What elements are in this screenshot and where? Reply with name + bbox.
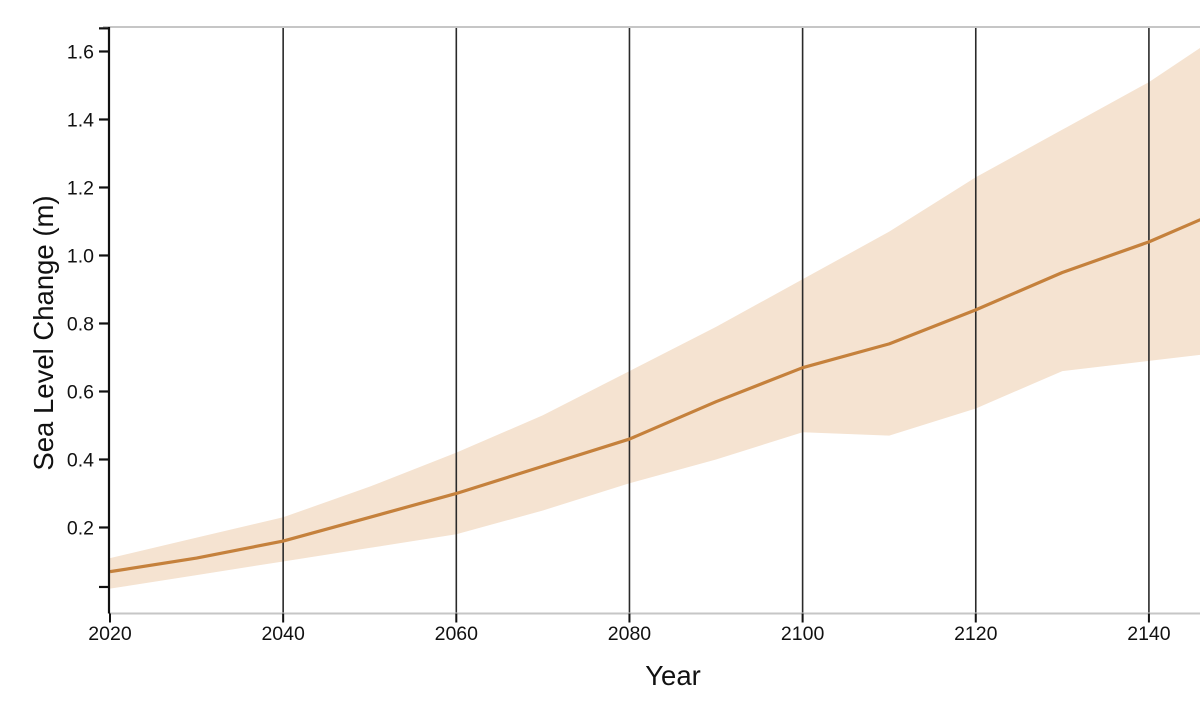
x-tick-label-2040: 2040	[261, 623, 305, 645]
x-tick-label-2020: 2020	[88, 623, 132, 645]
x-tick-label-2080: 2080	[608, 623, 652, 645]
tick-labels: 0.2 0.4 0.6 0.8 1.0 1.2 1.4 1.6 2020 2040 2060 2080…	[67, 41, 1171, 645]
uncertainty-band	[110, 47, 1200, 589]
axis-ticks	[99, 27, 1150, 623]
central-projection-line	[110, 218, 1200, 574]
y-tick-label-1.2: 1.2	[67, 177, 94, 199]
y-tick-label-1.4: 1.4	[67, 109, 94, 131]
x-tick-label-2120: 2120	[954, 623, 998, 645]
plot-frame	[103, 26, 1200, 615]
x-tick-label-2060: 2060	[435, 623, 479, 645]
y-tick-label-0.2: 0.2	[67, 517, 94, 539]
projection-line-layer	[110, 218, 1200, 574]
x-axis-title: Year	[645, 660, 701, 691]
y-axis-title: Sea Level Change (m)	[28, 195, 59, 470]
y-tick-label-0.8: 0.8	[67, 313, 94, 335]
y-tick-label-0.4: 0.4	[67, 449, 94, 471]
y-tick-label-0.6: 0.6	[67, 381, 94, 403]
y-tick-label-1.6: 1.6	[67, 41, 94, 63]
x-tick-label-2140: 2140	[1127, 623, 1171, 645]
vertical-gridlines	[282, 27, 1150, 614]
y-tick-label-1.0: 1.0	[67, 245, 94, 267]
uncertainty-band-layer	[110, 47, 1200, 589]
x-tick-label-2100: 2100	[781, 623, 825, 645]
